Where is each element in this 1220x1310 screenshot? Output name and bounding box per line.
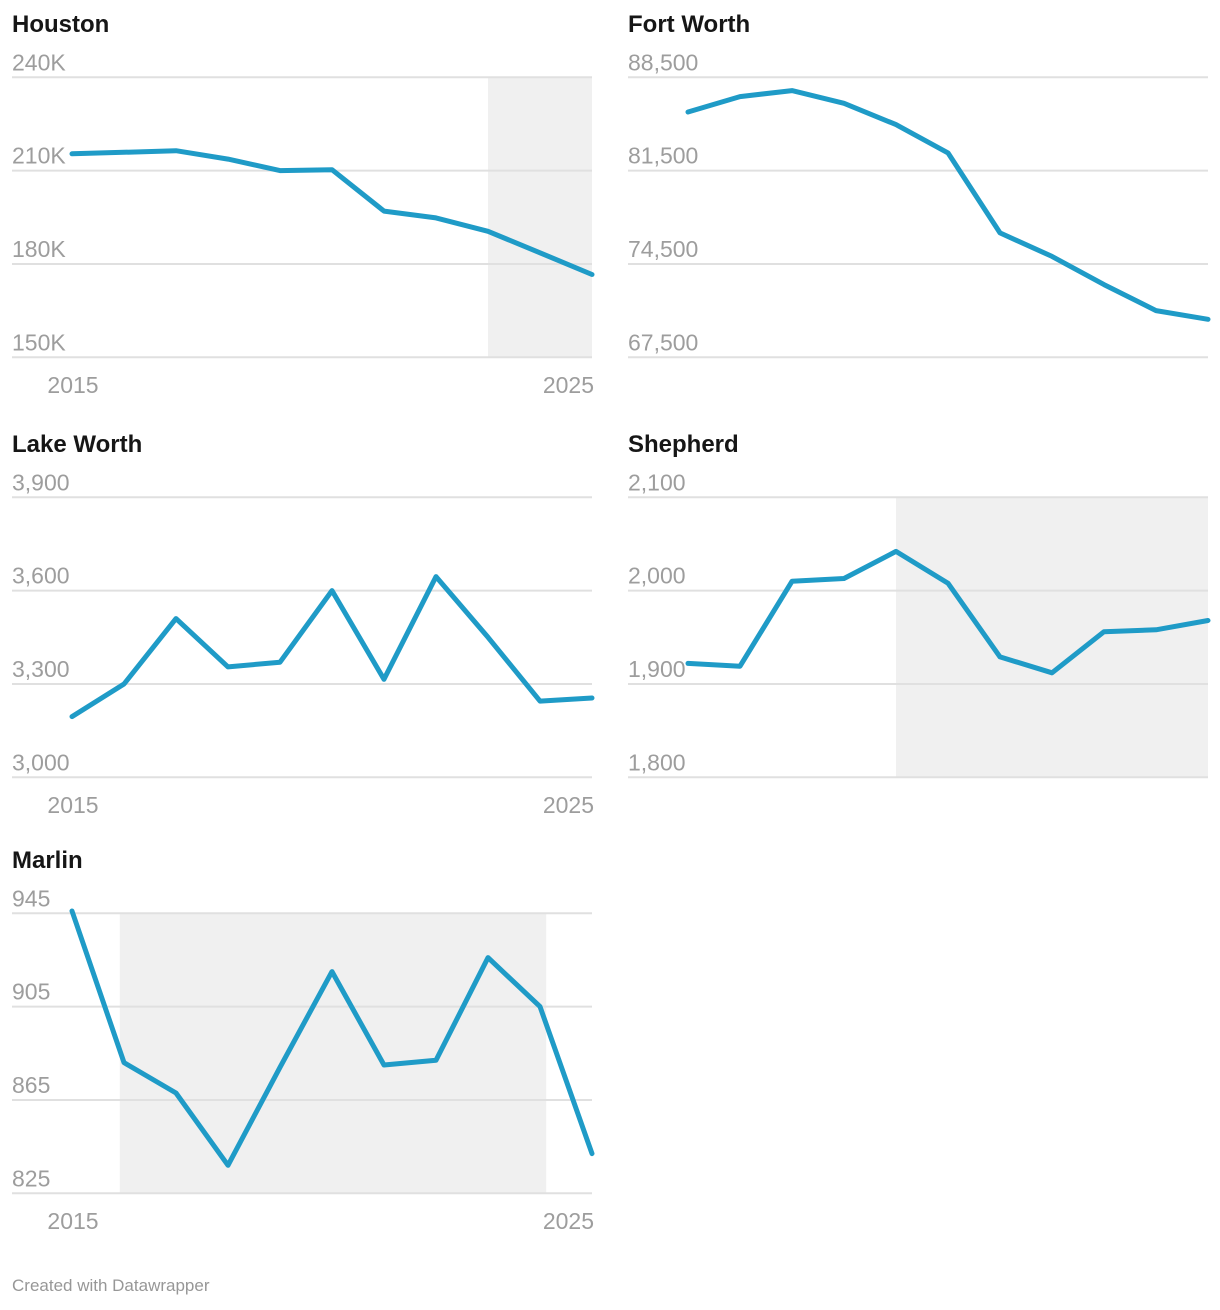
y-tick-label: 81,500: [628, 143, 698, 169]
y-tick-label: 3,300: [12, 656, 70, 682]
y-tick-label: 180K: [12, 236, 66, 262]
chart-marlin-svg: Marlin 945 905 865 825 2015 2025: [12, 847, 595, 1234]
highlight-band: [119, 913, 547, 1194]
x-tick-label: 2025: [543, 372, 594, 398]
y-tick-label: 88,500: [628, 49, 698, 75]
x-tick-label: 2025: [543, 792, 594, 818]
y-tick-label: 865: [12, 1072, 50, 1098]
data-line-lake-worth: [69, 574, 595, 720]
chart-marlin: Marlin 945 905 865 825 2015 2025: [0, 836, 610, 1248]
chart-title: Houston: [12, 11, 109, 38]
x-tick-label: 2015: [47, 792, 98, 818]
datawrapper-credit[interactable]: Created with Datawrapper: [12, 1276, 210, 1295]
chart-title: Lake Worth: [12, 431, 142, 458]
data-line-shepherd: [685, 548, 1211, 676]
chart-fort-worth: Fort Worth 88,500 81,500 74,500 67,500: [616, 0, 1220, 412]
x-tick-label: 2015: [47, 1208, 98, 1234]
data-line-houston: [69, 148, 595, 277]
chart-fort-worth-svg: Fort Worth 88,500 81,500 74,500 67,500: [628, 11, 1211, 359]
chart-lake-worth: Lake Worth 3,900 3,600 3,300 3,000 2015 2025: [0, 420, 610, 832]
y-tick-label: 825: [12, 1165, 50, 1191]
y-tick-label: 945: [12, 885, 50, 911]
chart-houston: Houston 240K 210K 180K 150K 2015 2025: [0, 0, 610, 412]
y-tick-label: 74,500: [628, 236, 698, 262]
y-tick-label: 905: [12, 979, 50, 1005]
y-tick-label: 1,800: [628, 749, 686, 775]
y-tick-label: 2,000: [628, 563, 686, 589]
chart-title: Marlin: [12, 847, 83, 874]
y-tick-label: 3,600: [12, 563, 70, 589]
y-tick-label: 240K: [12, 49, 66, 75]
data-line-marlin: [69, 908, 595, 1168]
x-tick-label: 2015: [47, 372, 98, 398]
y-tick-label: 3,000: [12, 749, 70, 775]
y-tick-label: 1,900: [628, 656, 686, 682]
y-tick-label: 2,100: [628, 469, 686, 495]
y-tick-label: 67,500: [628, 329, 698, 355]
data-line-fort-worth: [685, 88, 1211, 322]
highlight-band: [896, 497, 1208, 778]
chart-shepherd: Shepherd 2,100 2,000 1,900 1,800: [616, 420, 1220, 832]
chart-houston-svg: Houston 240K 210K 180K 150K 2015 2025: [12, 11, 595, 398]
chart-shepherd-svg: Shepherd 2,100 2,000 1,900 1,800: [628, 431, 1211, 779]
y-tick-label: 3,900: [12, 469, 70, 495]
chart-title: Fort Worth: [628, 11, 750, 38]
highlight-band: [488, 77, 592, 358]
y-tick-label: 210K: [12, 143, 66, 169]
x-tick-label: 2025: [543, 1208, 594, 1234]
y-tick-label: 150K: [12, 329, 66, 355]
chart-title: Shepherd: [628, 431, 739, 458]
chart-lake-worth-svg: Lake Worth 3,900 3,600 3,300 3,000 2015 2025: [12, 431, 595, 818]
